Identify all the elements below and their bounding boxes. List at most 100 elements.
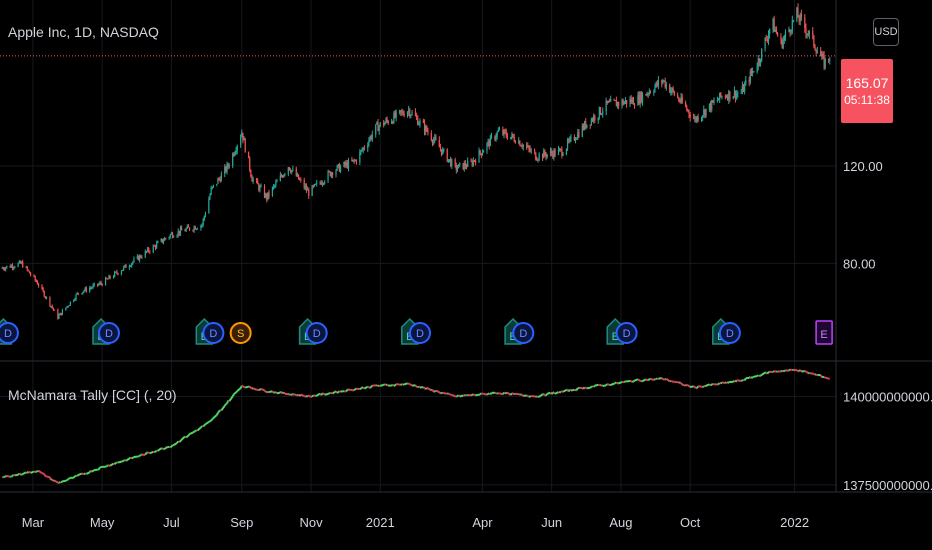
candle-body <box>218 178 220 180</box>
candle-body <box>646 93 648 96</box>
dividend-marker: D <box>409 322 431 344</box>
tally-segment <box>65 479 68 482</box>
tally-segment <box>618 381 623 385</box>
candle-body <box>423 122 426 132</box>
tally-segment <box>379 383 384 387</box>
candle-body <box>641 94 644 103</box>
tally-segment <box>805 370 808 373</box>
candle-body <box>814 46 816 50</box>
tally-segment <box>177 440 180 443</box>
candle-body <box>244 138 246 152</box>
candle-body <box>496 131 498 137</box>
tally-segment <box>290 393 293 396</box>
candle-body <box>225 166 227 172</box>
candle-body <box>234 152 236 156</box>
candle-body <box>240 137 242 146</box>
tally-segment <box>518 393 521 396</box>
candle-body <box>527 146 529 148</box>
tally-segment <box>489 392 493 395</box>
tally-segment <box>486 393 489 396</box>
candle-body <box>272 185 275 188</box>
candle-body <box>177 230 179 236</box>
candle-body <box>583 121 586 130</box>
candle-body <box>14 266 16 268</box>
tally-segment <box>601 384 604 387</box>
candle-body <box>709 103 712 110</box>
candle-body <box>145 251 148 253</box>
candle-body <box>121 269 124 271</box>
currency-button[interactable]: USD <box>873 18 899 46</box>
candle-body <box>415 116 418 118</box>
candle-body <box>258 184 260 191</box>
candle-body <box>162 240 165 243</box>
dividend-marker-label: D <box>313 328 321 340</box>
tally-segment <box>799 369 803 373</box>
tally-segment <box>42 472 45 475</box>
candle-body <box>665 84 667 88</box>
tally-segment <box>361 386 364 389</box>
tally-segment <box>741 378 745 382</box>
tally-segment <box>642 378 647 383</box>
tally-segment <box>217 410 220 414</box>
candle-body <box>750 71 753 74</box>
candle-body <box>291 170 293 173</box>
tally-segment <box>424 387 428 390</box>
candle-body <box>76 292 78 295</box>
candle-body <box>168 237 170 239</box>
candle-body <box>1 267 3 269</box>
candle-body <box>368 140 370 146</box>
tally-segment <box>173 442 178 446</box>
dividend-marker: D <box>202 322 225 344</box>
candle-body <box>45 296 48 298</box>
candle-body <box>19 261 22 264</box>
tally-segment <box>592 384 596 388</box>
candle-body <box>574 139 577 141</box>
candle-body <box>115 271 117 273</box>
time-tick-label: Aug <box>609 515 632 530</box>
candle-body <box>337 164 339 166</box>
tally-segment <box>193 430 196 433</box>
tally-segment <box>169 445 172 449</box>
candle-body <box>370 136 372 139</box>
candle-body <box>577 132 579 139</box>
candle-body <box>601 113 603 115</box>
tally-segment <box>519 393 522 396</box>
candle-body <box>673 91 675 95</box>
last-price-value: 165.07 <box>845 75 889 91</box>
tally-segment <box>647 378 651 382</box>
tally-segment <box>268 390 273 394</box>
candle-body <box>49 296 51 307</box>
tally-segment <box>252 387 257 391</box>
candle-body <box>680 96 682 102</box>
tally-segment <box>259 388 262 391</box>
candle-body <box>812 31 814 36</box>
candle-body <box>250 170 252 177</box>
time-tick-label: Apr <box>472 515 493 530</box>
candle-body <box>146 248 149 252</box>
candle-body <box>581 125 583 137</box>
candle-body <box>543 150 545 159</box>
candle-body <box>369 136 371 141</box>
candle-body <box>705 108 707 116</box>
candle-body <box>692 117 695 119</box>
candle-body <box>664 80 666 88</box>
tally-segment <box>202 424 206 428</box>
candle-body <box>346 162 348 168</box>
candle-body <box>719 92 721 100</box>
tally-segment <box>451 393 456 398</box>
tally-segment <box>298 393 302 397</box>
candle-body <box>171 233 174 238</box>
candle-body <box>789 29 791 33</box>
tally-segment <box>276 391 281 395</box>
candle-body <box>25 266 27 268</box>
candle-body <box>504 130 506 132</box>
tally-segment <box>719 382 722 385</box>
tally-segment <box>203 423 207 426</box>
tally-segment <box>472 393 476 396</box>
candle-body <box>775 29 778 33</box>
candle-body <box>331 172 334 176</box>
candle-body <box>708 103 711 109</box>
tally-segment <box>410 383 413 387</box>
candle-body <box>109 275 111 279</box>
